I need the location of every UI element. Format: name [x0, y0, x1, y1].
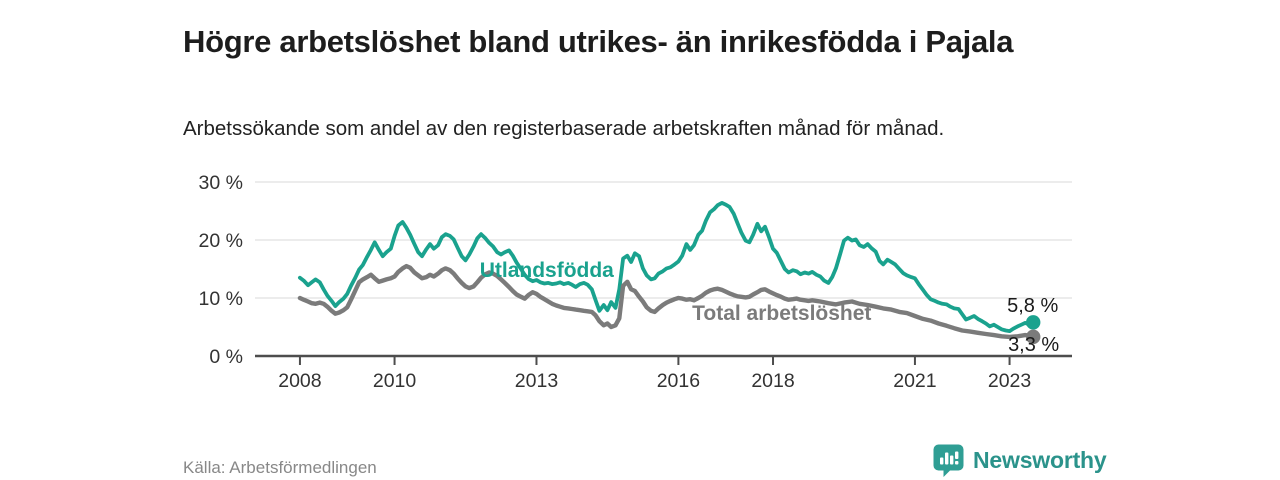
newsworthy-bars-bubble-icon: [932, 443, 965, 478]
newsworthy-logo-link[interactable]: Newsworthy: [932, 443, 1107, 478]
x-axis-label: 2008: [278, 370, 321, 392]
chart-annotation-2: 5,8 %: [1007, 295, 1058, 317]
chart-annotation-3: 3,3 %: [1008, 334, 1059, 356]
series-line-0: [298, 201, 1036, 334]
y-axis-label: 0 %: [209, 346, 243, 368]
series-end-dot-0: [1026, 315, 1041, 330]
y-axis-label: 20 %: [199, 230, 243, 252]
chart-annotation-0: Utlandsfödda: [480, 259, 614, 282]
x-axis-label: 2023: [988, 370, 1031, 392]
x-axis-label: 2021: [893, 370, 936, 392]
x-axis-label: 2016: [657, 370, 700, 392]
series-line-1: [297, 263, 1036, 340]
newsworthy-wordmark: Newsworthy: [973, 447, 1107, 473]
series-end-dot-1: [1026, 329, 1041, 345]
y-axis-label: 10 %: [199, 288, 243, 310]
x-axis-label: 2010: [373, 370, 417, 392]
x-axis-label: 2013: [515, 370, 558, 392]
source-note: Källa: Arbetsförmedlingen: [183, 458, 377, 477]
y-axis-label: 30 %: [199, 172, 243, 194]
chart-subtitle: Arbetssökande som andel av den registerb…: [183, 116, 945, 140]
chart-annotation-1: Total arbetslöshet: [692, 302, 871, 325]
unemployment-line-chart: 2008 2010 2013 2016 2018 2021 2023 0 % 10 % 20 % 3…: [199, 172, 1072, 392]
x-axis-label: 2018: [751, 370, 794, 392]
page-title: Högre arbetslöshet bland utrikes- än inr…: [183, 23, 1014, 59]
